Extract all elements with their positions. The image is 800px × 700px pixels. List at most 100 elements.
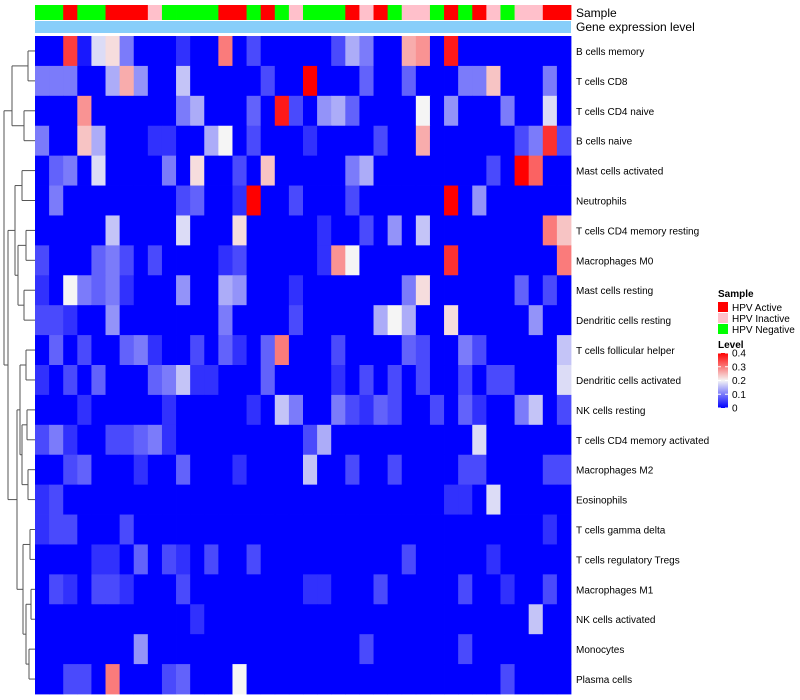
- heatmap-cell: [119, 365, 135, 396]
- heatmap-cell: [77, 95, 92, 127]
- heatmap-cell: [63, 514, 78, 545]
- heatmap-cell: [288, 335, 304, 366]
- heatmap-cell: [288, 424, 304, 456]
- heatmap-cell: [35, 454, 50, 486]
- heatmap-cell: [119, 484, 135, 515]
- heatmap-cell: [232, 95, 247, 127]
- heatmap-cell: [486, 245, 501, 276]
- heatmap-cell: [317, 335, 332, 366]
- heatmap-cell: [133, 365, 149, 396]
- heatmap-cell: [373, 664, 389, 695]
- heatmap-cell: [77, 574, 92, 605]
- heatmap-cell: [387, 604, 403, 635]
- heatmap-cell: [528, 484, 544, 515]
- heatmap-cell: [528, 454, 544, 486]
- heatmap-cell: [161, 514, 177, 545]
- heatmap-cell: [528, 335, 544, 366]
- heatmap-cell: [472, 664, 487, 695]
- heatmap-cell: [190, 484, 205, 515]
- heatmap-cell: [91, 65, 106, 97]
- heatmap-cell: [274, 634, 290, 665]
- heatmap-cell: [204, 185, 219, 216]
- heatmap-cell: [359, 305, 374, 336]
- heatmap-cell: [486, 424, 501, 456]
- heatmap-cell: [218, 514, 233, 545]
- heatmap-cell: [458, 215, 473, 246]
- heatmap-cell: [204, 245, 219, 276]
- heatmap-cell: [161, 125, 177, 157]
- heatmap-cell: [317, 65, 332, 97]
- heatmap-cell: [232, 394, 247, 426]
- heatmap-cell: [500, 36, 515, 67]
- heatmap-cell: [472, 65, 487, 97]
- heatmap-cell: [232, 604, 247, 635]
- row-label: Neutrophils: [576, 197, 627, 208]
- heatmap-cell: [458, 634, 473, 665]
- heatmap-cell: [387, 36, 403, 67]
- heatmap-cell: [190, 36, 205, 67]
- heatmap-cell: [317, 95, 332, 127]
- heatmap-cell: [373, 424, 389, 456]
- heatmap-cell: [63, 604, 78, 635]
- heatmap-cell: [133, 574, 149, 605]
- heatmap-cell: [486, 514, 501, 545]
- heatmap-cell: [147, 95, 163, 127]
- heatmap-cell: [486, 335, 501, 366]
- heatmap-cell: [147, 305, 163, 336]
- row-label: T cells CD4 memory resting: [576, 226, 699, 237]
- heatmap-cell: [556, 155, 572, 186]
- heatmap-cell: [359, 664, 374, 695]
- heatmap-cell: [133, 36, 149, 67]
- heatmap-cell: [35, 275, 50, 306]
- heatmap-cell: [274, 36, 290, 67]
- heatmap-cell: [288, 275, 304, 306]
- heatmap-cell: [331, 125, 346, 157]
- heatmap-cell: [190, 514, 205, 545]
- heatmap-cell: [147, 125, 163, 157]
- heatmap-cell: [77, 365, 92, 396]
- heatmap-cell: [176, 245, 191, 276]
- heatmap-cell: [77, 514, 92, 545]
- heatmap-cell: [246, 185, 262, 216]
- heatmap-cell: [91, 484, 106, 515]
- heatmap-cell: [401, 65, 417, 97]
- heatmap-cell: [317, 544, 332, 575]
- heatmap-cell: [232, 574, 247, 605]
- heatmap-cell: [161, 424, 177, 456]
- heatmap-cell: [204, 664, 219, 695]
- heatmap-cell: [91, 424, 106, 456]
- heatmap-cell: [373, 574, 389, 605]
- heatmap-cell: [429, 36, 445, 67]
- heatmap-cell: [77, 544, 92, 575]
- heatmap-cell: [345, 664, 360, 695]
- heatmap-cell: [415, 215, 431, 246]
- heatmap-cell: [486, 125, 501, 157]
- heatmap-cell: [63, 484, 78, 515]
- heatmap-cell: [317, 424, 332, 456]
- heatmap-cell: [63, 454, 78, 486]
- heatmap-cell: [415, 305, 431, 336]
- sample-annotation-cell: [429, 5, 445, 20]
- heatmap-cell: [176, 95, 191, 127]
- heatmap-cell: [161, 335, 177, 366]
- heatmap-cell: [274, 604, 290, 635]
- heatmap-cell: [458, 514, 473, 545]
- heatmap-cell: [246, 394, 262, 426]
- heatmap-cell: [415, 424, 431, 456]
- heatmap-cell: [91, 155, 106, 186]
- heatmap-cell: [556, 394, 572, 426]
- heatmap-cell: [331, 604, 346, 635]
- heatmap-cell: [444, 215, 459, 246]
- heatmap-cell: [105, 634, 121, 665]
- heatmap-cell: [429, 185, 445, 216]
- heatmap-cell: [288, 574, 304, 605]
- heatmap-cell: [218, 275, 233, 306]
- heatmap-cell: [303, 36, 318, 67]
- heatmap-cell: [218, 604, 233, 635]
- heatmap-cell: [119, 664, 135, 695]
- heatmap-cell: [458, 36, 473, 67]
- heatmap-cell: [105, 65, 121, 97]
- heatmap-cell: [133, 305, 149, 336]
- heatmap-cell: [260, 664, 276, 695]
- heatmap-cell: [542, 65, 558, 97]
